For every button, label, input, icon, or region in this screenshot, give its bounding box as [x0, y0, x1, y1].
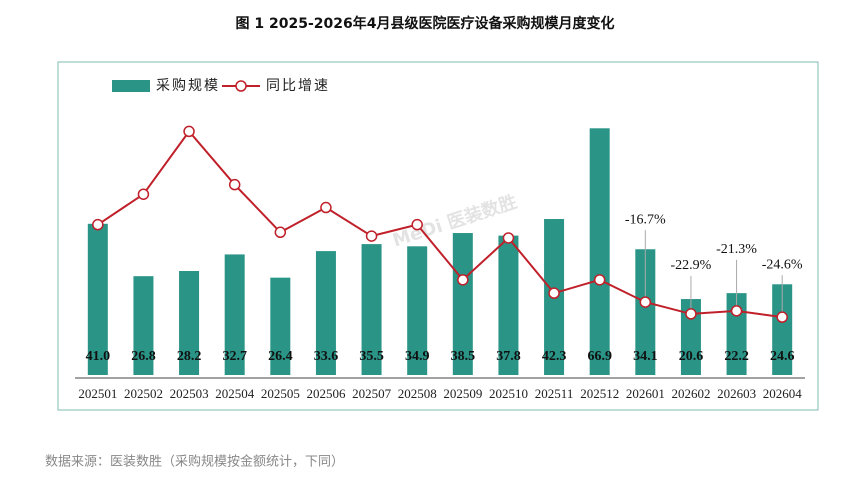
bar: [179, 271, 200, 375]
bar-value-label: 32.7: [222, 349, 247, 364]
chart-title: 图 1 2025-2026年4月县级医院医疗设备采购规模月度变化: [236, 15, 615, 32]
line-marker: [548, 287, 560, 299]
x-tick-label: 202502: [124, 386, 163, 401]
line-marker: [776, 311, 788, 323]
bar: [87, 223, 108, 375]
bar-value-label: 41.0: [86, 349, 111, 364]
bar-value-label: 26.4: [268, 349, 293, 364]
bar-value-label: 38.5: [451, 349, 476, 364]
bar-value-label: 22.2: [724, 349, 749, 364]
line-value-label: -21.3%: [716, 242, 757, 257]
x-tick-label: 202601: [626, 386, 665, 401]
line-marker: [639, 296, 652, 308]
line-marker: [593, 274, 606, 286]
line-marker: [411, 218, 423, 231]
bar-value-label: 24.6: [770, 349, 795, 364]
bar: [361, 244, 382, 375]
line-marker: [92, 218, 104, 231]
x-tick-label: 202603: [717, 386, 756, 401]
x-tick-label: 202511: [535, 386, 574, 401]
legend-swatch: [235, 80, 247, 92]
chart-frame: [57, 61, 819, 411]
line: [97, 129, 783, 319]
bar: [680, 299, 701, 375]
bar-value-label: 42.3: [542, 349, 567, 364]
legend-label: 采购规模: [156, 78, 220, 94]
bar-value-label: 35.5: [359, 349, 384, 364]
bar: [498, 235, 519, 375]
x-tick-label: 202512: [580, 386, 619, 401]
line-value-label: -24.6%: [762, 257, 803, 272]
x-tick-label: 202604: [763, 386, 803, 401]
bar-value-label: 33.6: [314, 349, 339, 364]
line-marker: [365, 230, 378, 242]
x-tick-label: 202503: [170, 386, 209, 401]
x-tick-label: 202508: [398, 386, 437, 401]
bar: [772, 284, 793, 375]
x-tick-label: 202501: [78, 386, 117, 401]
bar: [224, 254, 245, 375]
line-marker: [685, 308, 697, 320]
line-marker: [320, 201, 332, 214]
bar: [452, 233, 473, 375]
x-tick-label: 202509: [443, 386, 482, 401]
bar: [133, 276, 154, 375]
bar-value-label: 28.2: [177, 349, 202, 364]
bar-value-label: 20.6: [679, 349, 704, 364]
bar-value-label: 26.8: [131, 349, 156, 364]
bar-value-label: 34.1: [633, 349, 658, 364]
bar: [635, 249, 656, 375]
bar: [407, 246, 428, 375]
bar: [315, 251, 336, 375]
bar: [589, 128, 610, 375]
x-tick-label: 202510: [489, 386, 528, 401]
legend-swatch: [112, 80, 150, 92]
bar-value-label: 34.9: [405, 349, 430, 364]
source-note: 数据来源：医装数胜（采购规模按金额统计，下同）: [45, 454, 344, 470]
x-tick-label: 202505: [261, 386, 300, 401]
legend-label: 同比增速: [266, 78, 330, 94]
line-marker: [730, 305, 743, 317]
x-tick-label: 202602: [671, 386, 710, 401]
line-marker: [457, 274, 469, 286]
bar-value-label: 66.9: [587, 349, 612, 364]
x-tick-label: 202507: [352, 386, 392, 401]
line-marker: [137, 188, 150, 200]
x-tick-label: 202504: [215, 386, 255, 401]
line-value-label: -16.7%: [625, 212, 666, 227]
line-marker: [183, 125, 195, 138]
line-marker: [502, 232, 515, 244]
bar-value-label: 37.8: [496, 349, 521, 364]
x-tick-label: 202506: [306, 386, 346, 401]
line-marker: [228, 178, 241, 191]
line-value-label: -22.9%: [671, 258, 712, 273]
bar: [270, 277, 291, 375]
line-marker: [274, 226, 287, 239]
